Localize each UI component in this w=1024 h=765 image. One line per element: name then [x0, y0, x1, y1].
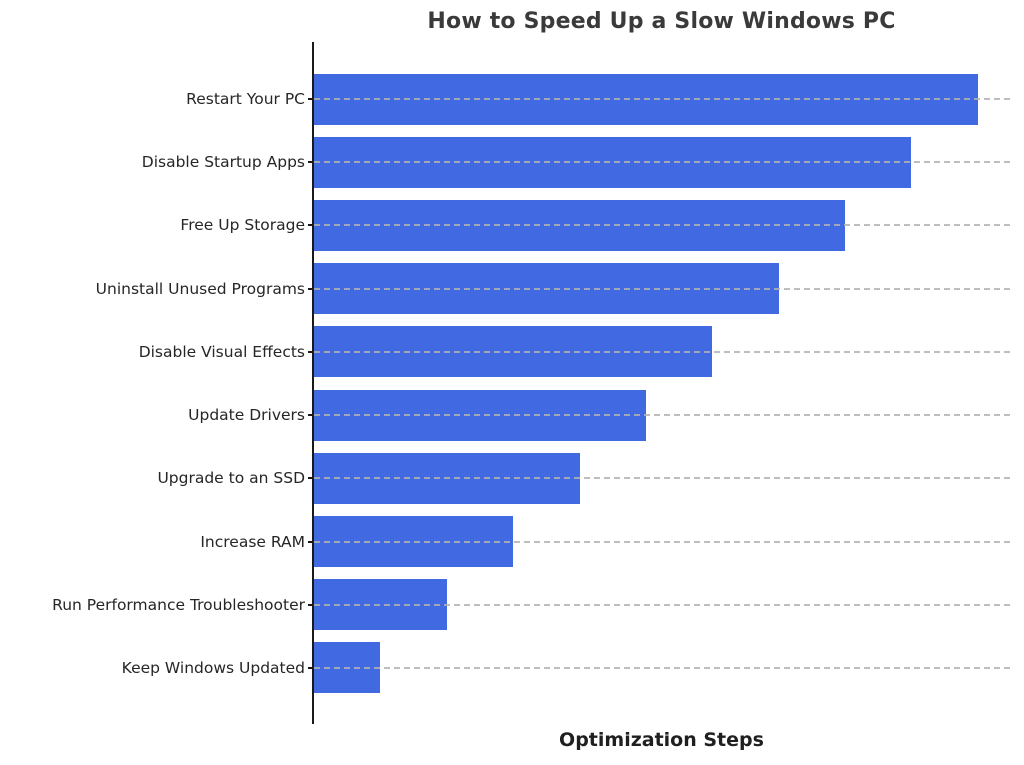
- gridline: [314, 161, 1010, 164]
- gridline: [314, 350, 1010, 353]
- category-label: Restart Your PC: [186, 90, 305, 108]
- category-label: Disable Startup Apps: [141, 153, 305, 172]
- y-tick: [308, 350, 313, 353]
- plot-area: [312, 42, 1010, 725]
- gridline: [314, 414, 1010, 417]
- y-tick: [308, 224, 313, 227]
- gridline: [314, 224, 1010, 227]
- y-tick: [308, 540, 313, 543]
- gridline: [314, 477, 1010, 480]
- y-tick: [308, 287, 313, 290]
- gridline: [314, 287, 1010, 290]
- gridline: [314, 603, 1010, 606]
- gridline: [314, 98, 1010, 100]
- category-label: Run Performance Troubleshooter: [52, 595, 305, 614]
- category-label: Free Up Storage: [180, 216, 305, 235]
- category-label: Disable Visual Effects: [138, 342, 305, 361]
- category-label: Keep Windows Updated: [121, 658, 305, 677]
- category-label: Increase RAM: [200, 532, 305, 551]
- category-label: Upgrade to an SSD: [157, 469, 305, 488]
- x-axis-label: Optimization Steps: [559, 729, 764, 751]
- y-tick: [308, 161, 313, 164]
- y-tick: [308, 98, 313, 100]
- y-tick: [308, 414, 313, 417]
- category-label: Update Drivers: [188, 406, 305, 425]
- y-tick: [308, 666, 313, 669]
- y-tick: [308, 477, 313, 480]
- category-label: Uninstall Unused Programs: [95, 279, 305, 298]
- y-axis-line: [312, 42, 314, 724]
- y-tick: [308, 603, 313, 606]
- gridline: [314, 666, 1010, 669]
- gridline: [314, 540, 1010, 543]
- chart-title: How to Speed Up a Slow Windows PC: [427, 9, 896, 34]
